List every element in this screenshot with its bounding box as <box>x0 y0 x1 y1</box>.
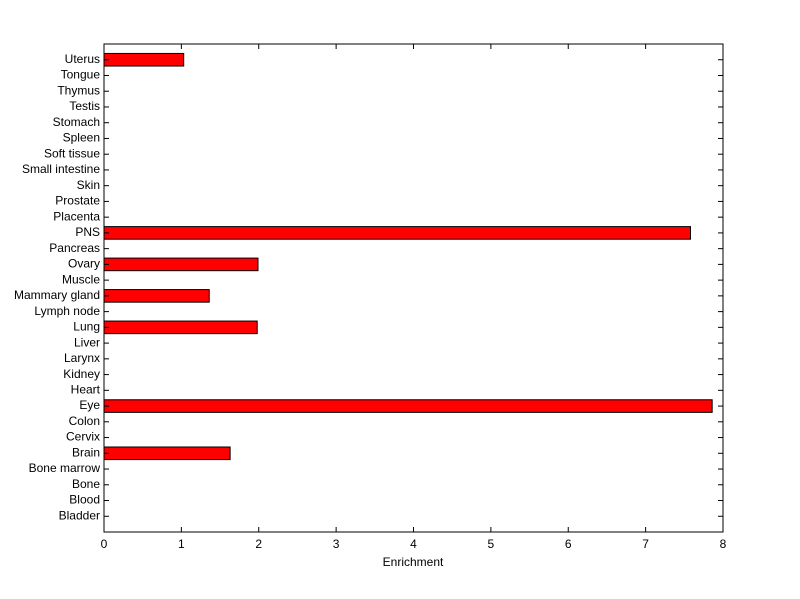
y-tick-label: Stomach <box>53 115 100 129</box>
y-tick-label: Testis <box>69 99 100 113</box>
y-tick-label: Thymus <box>57 83 100 97</box>
y-tick-label: Prostate <box>55 194 100 208</box>
bar <box>103 52 185 67</box>
y-tick-label: Pancreas <box>49 241 100 255</box>
y-tick-label: Muscle <box>62 272 100 286</box>
x-tick-label: 0 <box>101 537 108 551</box>
bar <box>103 289 210 303</box>
y-tick-label: Heart <box>71 382 101 396</box>
bar <box>103 320 258 335</box>
y-tick-label: Bone marrow <box>29 461 101 475</box>
y-tick-label: Uterus <box>65 52 100 66</box>
x-tick-label: 4 <box>410 537 417 551</box>
x-tick-label: 3 <box>333 537 340 551</box>
y-tick-label: Skin <box>77 178 100 192</box>
y-tick-label: Bladder <box>59 508 100 522</box>
x-tick-label: 1 <box>178 537 185 551</box>
y-tick-label: Ovary <box>68 257 100 271</box>
x-tick-label: 7 <box>642 537 649 551</box>
y-tick-label: Cervix <box>66 430 100 444</box>
y-tick-label: Mammary gland <box>14 288 100 302</box>
bar <box>103 446 231 461</box>
bar <box>103 226 692 240</box>
x-tick-label: 2 <box>255 537 262 551</box>
y-tick-label: Placenta <box>53 209 100 223</box>
y-tick-label: Soft tissue <box>44 146 100 160</box>
y-tick-label: Liver <box>74 335 100 349</box>
y-tick-label: Brain <box>72 445 100 459</box>
y-tick-label: Tongue <box>61 68 101 82</box>
y-tick-label: Eye <box>79 398 100 412</box>
y-tick-label: Blood <box>69 493 100 507</box>
x-tick-label: 6 <box>565 537 572 551</box>
bar <box>103 257 259 272</box>
x-tick-label: 8 <box>720 537 727 551</box>
bar <box>103 399 713 413</box>
y-tick-label: Spleen <box>63 131 100 145</box>
y-tick-label: Larynx <box>64 351 100 365</box>
y-tick-label: Lymph node <box>34 304 100 318</box>
y-tick-label: Bone <box>72 477 100 491</box>
y-tick-label: PNS <box>75 225 100 239</box>
y-tick-label: Colon <box>69 414 100 428</box>
y-tick-label: Lung <box>73 320 100 334</box>
x-tick-label: 5 <box>488 537 495 551</box>
y-tick-label: Kidney <box>63 367 100 381</box>
x-axis-label: Enrichment <box>383 555 444 569</box>
y-tick-label: Small intestine <box>22 162 100 176</box>
